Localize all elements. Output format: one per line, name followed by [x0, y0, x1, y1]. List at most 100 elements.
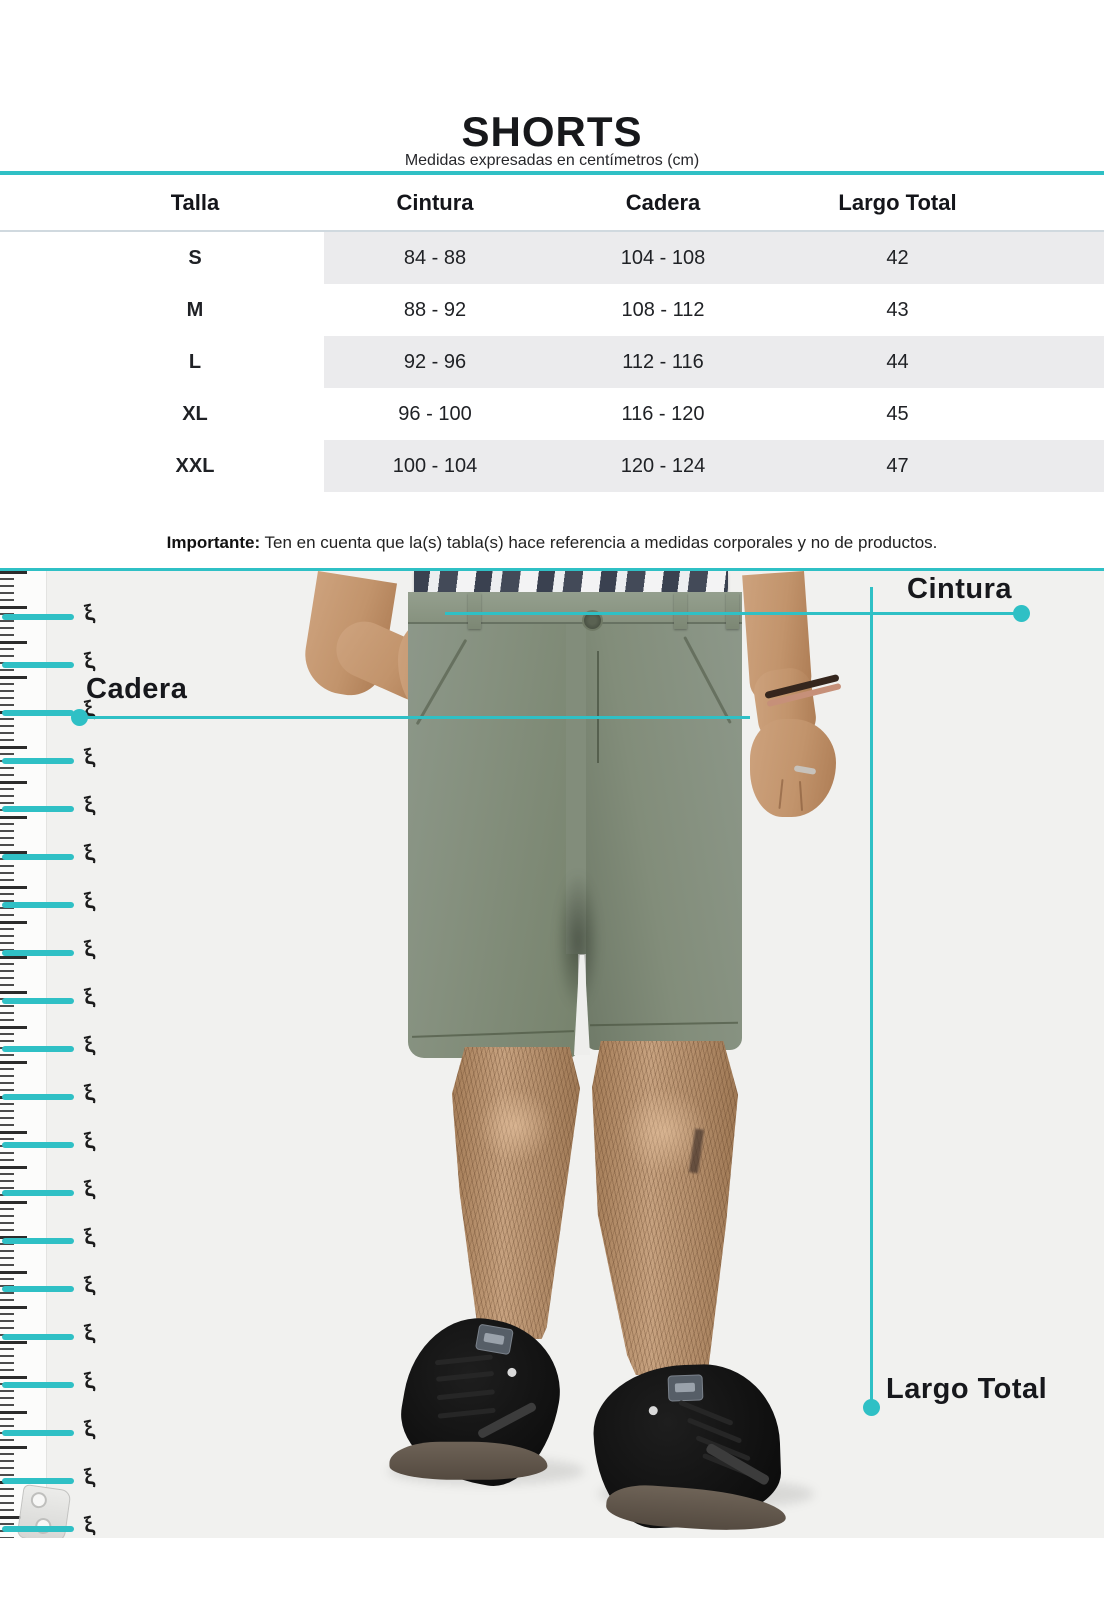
tape-highlight-mark: ξ	[2, 983, 96, 1010]
tape-number-glyph: ξ	[81, 983, 97, 1010]
size-cell: XXL	[175, 454, 215, 477]
tape-highlight-mark: ξ	[2, 1367, 96, 1394]
header-largo-total: Largo Total	[838, 189, 957, 215]
waist-label: Cintura	[907, 573, 1012, 605]
table-header-row: Talla Cintura Cadera Largo Total	[0, 175, 1104, 232]
tape-highlight-mark: ξ	[2, 1031, 96, 1058]
shorts-waistband	[408, 592, 742, 624]
fly-seam	[597, 651, 599, 763]
tape-number-glyph: ξ	[81, 1511, 97, 1538]
tape-number-glyph: ξ	[81, 743, 97, 770]
hip-cell: 104 - 108	[620, 246, 706, 269]
size-cell: S	[188, 246, 202, 269]
tape-number-glyph: ξ	[81, 1031, 97, 1058]
table-row-xl: XL 96 - 100 116 - 120 45	[0, 388, 1104, 440]
tape-highlight-mark: ξ	[2, 887, 96, 914]
hip-measure-line	[79, 716, 750, 719]
right-hand	[750, 719, 836, 817]
page-title: SHORTS	[461, 108, 643, 156]
header-cadera: Cadera	[625, 189, 701, 215]
belt-loop	[726, 593, 739, 629]
size-cell: M	[186, 298, 204, 321]
table-row-s: S 84 - 88 104 - 108 42	[0, 232, 1104, 284]
important-note-text: Ten en cuenta que la(s) tabla(s) hace re…	[260, 533, 938, 552]
shorts-left-leg-panel	[408, 592, 578, 1058]
tape-number-glyph: ξ	[81, 1175, 97, 1202]
tape-number-glyph: ξ	[81, 599, 97, 626]
right-leg	[592, 1041, 738, 1375]
tape-number-glyph: ξ	[81, 791, 97, 818]
divider-top	[0, 171, 1104, 175]
table-row-xxl: XXL 100 - 104 120 - 124 47	[0, 440, 1104, 492]
header-talla: Talla	[170, 189, 220, 215]
header-cintura: Cintura	[396, 189, 474, 215]
tape-number-glyph: ξ	[81, 839, 97, 866]
tape-highlight-mark: ξ	[2, 935, 96, 962]
shorts-button	[582, 610, 603, 631]
finger-crease	[798, 780, 804, 812]
length-cell: 44	[886, 350, 909, 373]
tape-highlight-mark: ξ	[2, 1415, 96, 1442]
tape-highlight-mark: ξ	[2, 599, 96, 626]
finger-crease	[778, 778, 784, 810]
shoe-sole	[389, 1441, 548, 1480]
hip-cell: 120 - 124	[620, 454, 706, 477]
tape-number-glyph: ξ	[81, 887, 97, 914]
tape-highlight-mark: ξ	[2, 1319, 96, 1346]
tape-highlight-mark: ξ	[2, 1175, 96, 1202]
waist-cell: 88 - 92	[403, 298, 467, 321]
belt-loop	[468, 593, 481, 629]
length-cell: 45	[886, 402, 909, 425]
page-subtitle: Medidas expresadas en centímetros (cm)	[404, 152, 700, 169]
shorts-right-leg-panel	[586, 592, 742, 1050]
tape-number-glyph: ξ	[81, 1367, 97, 1394]
size-table: Talla Cintura Cadera Largo Total S 84 - …	[0, 175, 1104, 492]
tape-highlight-mark: ξ	[2, 1511, 96, 1538]
tape-highlight-mark: ξ	[2, 695, 96, 722]
tape-highlight-mark: ξ	[2, 1079, 96, 1106]
waist-cell: 96 - 100	[398, 402, 472, 425]
waist-measure-line	[445, 612, 1021, 615]
important-note-label: Importante:	[166, 533, 261, 552]
tape-highlight-mark: ξ	[2, 1223, 96, 1250]
left-leg	[452, 1047, 580, 1339]
hip-cell: 108 - 112	[621, 298, 705, 321]
tape-number-glyph: ξ	[81, 1271, 97, 1298]
tape-highlight-mark: ξ	[2, 839, 96, 866]
important-note: Importante: Ten en cuenta que la(s) tabl…	[0, 533, 1104, 553]
waist-cell: 100 - 104	[392, 454, 478, 477]
tape-highlight-mark: ξ	[2, 1127, 96, 1154]
size-cell: XL	[182, 402, 208, 425]
knee-highlight	[477, 1087, 555, 1164]
tape-highlight-mark: ξ	[2, 1463, 96, 1490]
tape-number-glyph: ξ	[81, 1319, 97, 1346]
tape-number-glyph: ξ	[81, 1127, 97, 1154]
length-label: Largo Total	[886, 1373, 1048, 1405]
tape-number-glyph: ξ	[81, 1463, 97, 1490]
tape-highlight-mark: ξ	[2, 791, 96, 818]
tape-number-glyph: ξ	[81, 1415, 97, 1442]
length-measure-line	[870, 587, 873, 1407]
table-row-m: M 88 - 92 108 - 112 43	[0, 284, 1104, 336]
hip-cell: 116 - 120	[621, 402, 705, 425]
hip-label: Cadera	[86, 673, 188, 705]
size-cell: L	[188, 350, 202, 373]
shoe-tongue-tag	[667, 1374, 704, 1402]
length-cell: 42	[886, 246, 909, 269]
tape-number-glyph: ξ	[81, 1079, 97, 1106]
tape-highlight-mark: ξ	[2, 1271, 96, 1298]
left-shoe	[389, 1306, 572, 1496]
tape-highlight-mark: ξ	[2, 743, 96, 770]
tape-number-glyph: ξ	[81, 935, 97, 962]
tape-highlight-mark: ξ	[2, 647, 96, 674]
hip-measure-dot	[71, 709, 88, 726]
waist-cell: 84 - 88	[403, 246, 467, 269]
tape-number-glyph: ξ	[81, 1223, 97, 1250]
length-cell: 43	[886, 298, 909, 321]
belt-loop	[674, 593, 687, 629]
length-measure-dot	[863, 1399, 880, 1416]
waist-cell: 92 - 96	[403, 350, 467, 373]
